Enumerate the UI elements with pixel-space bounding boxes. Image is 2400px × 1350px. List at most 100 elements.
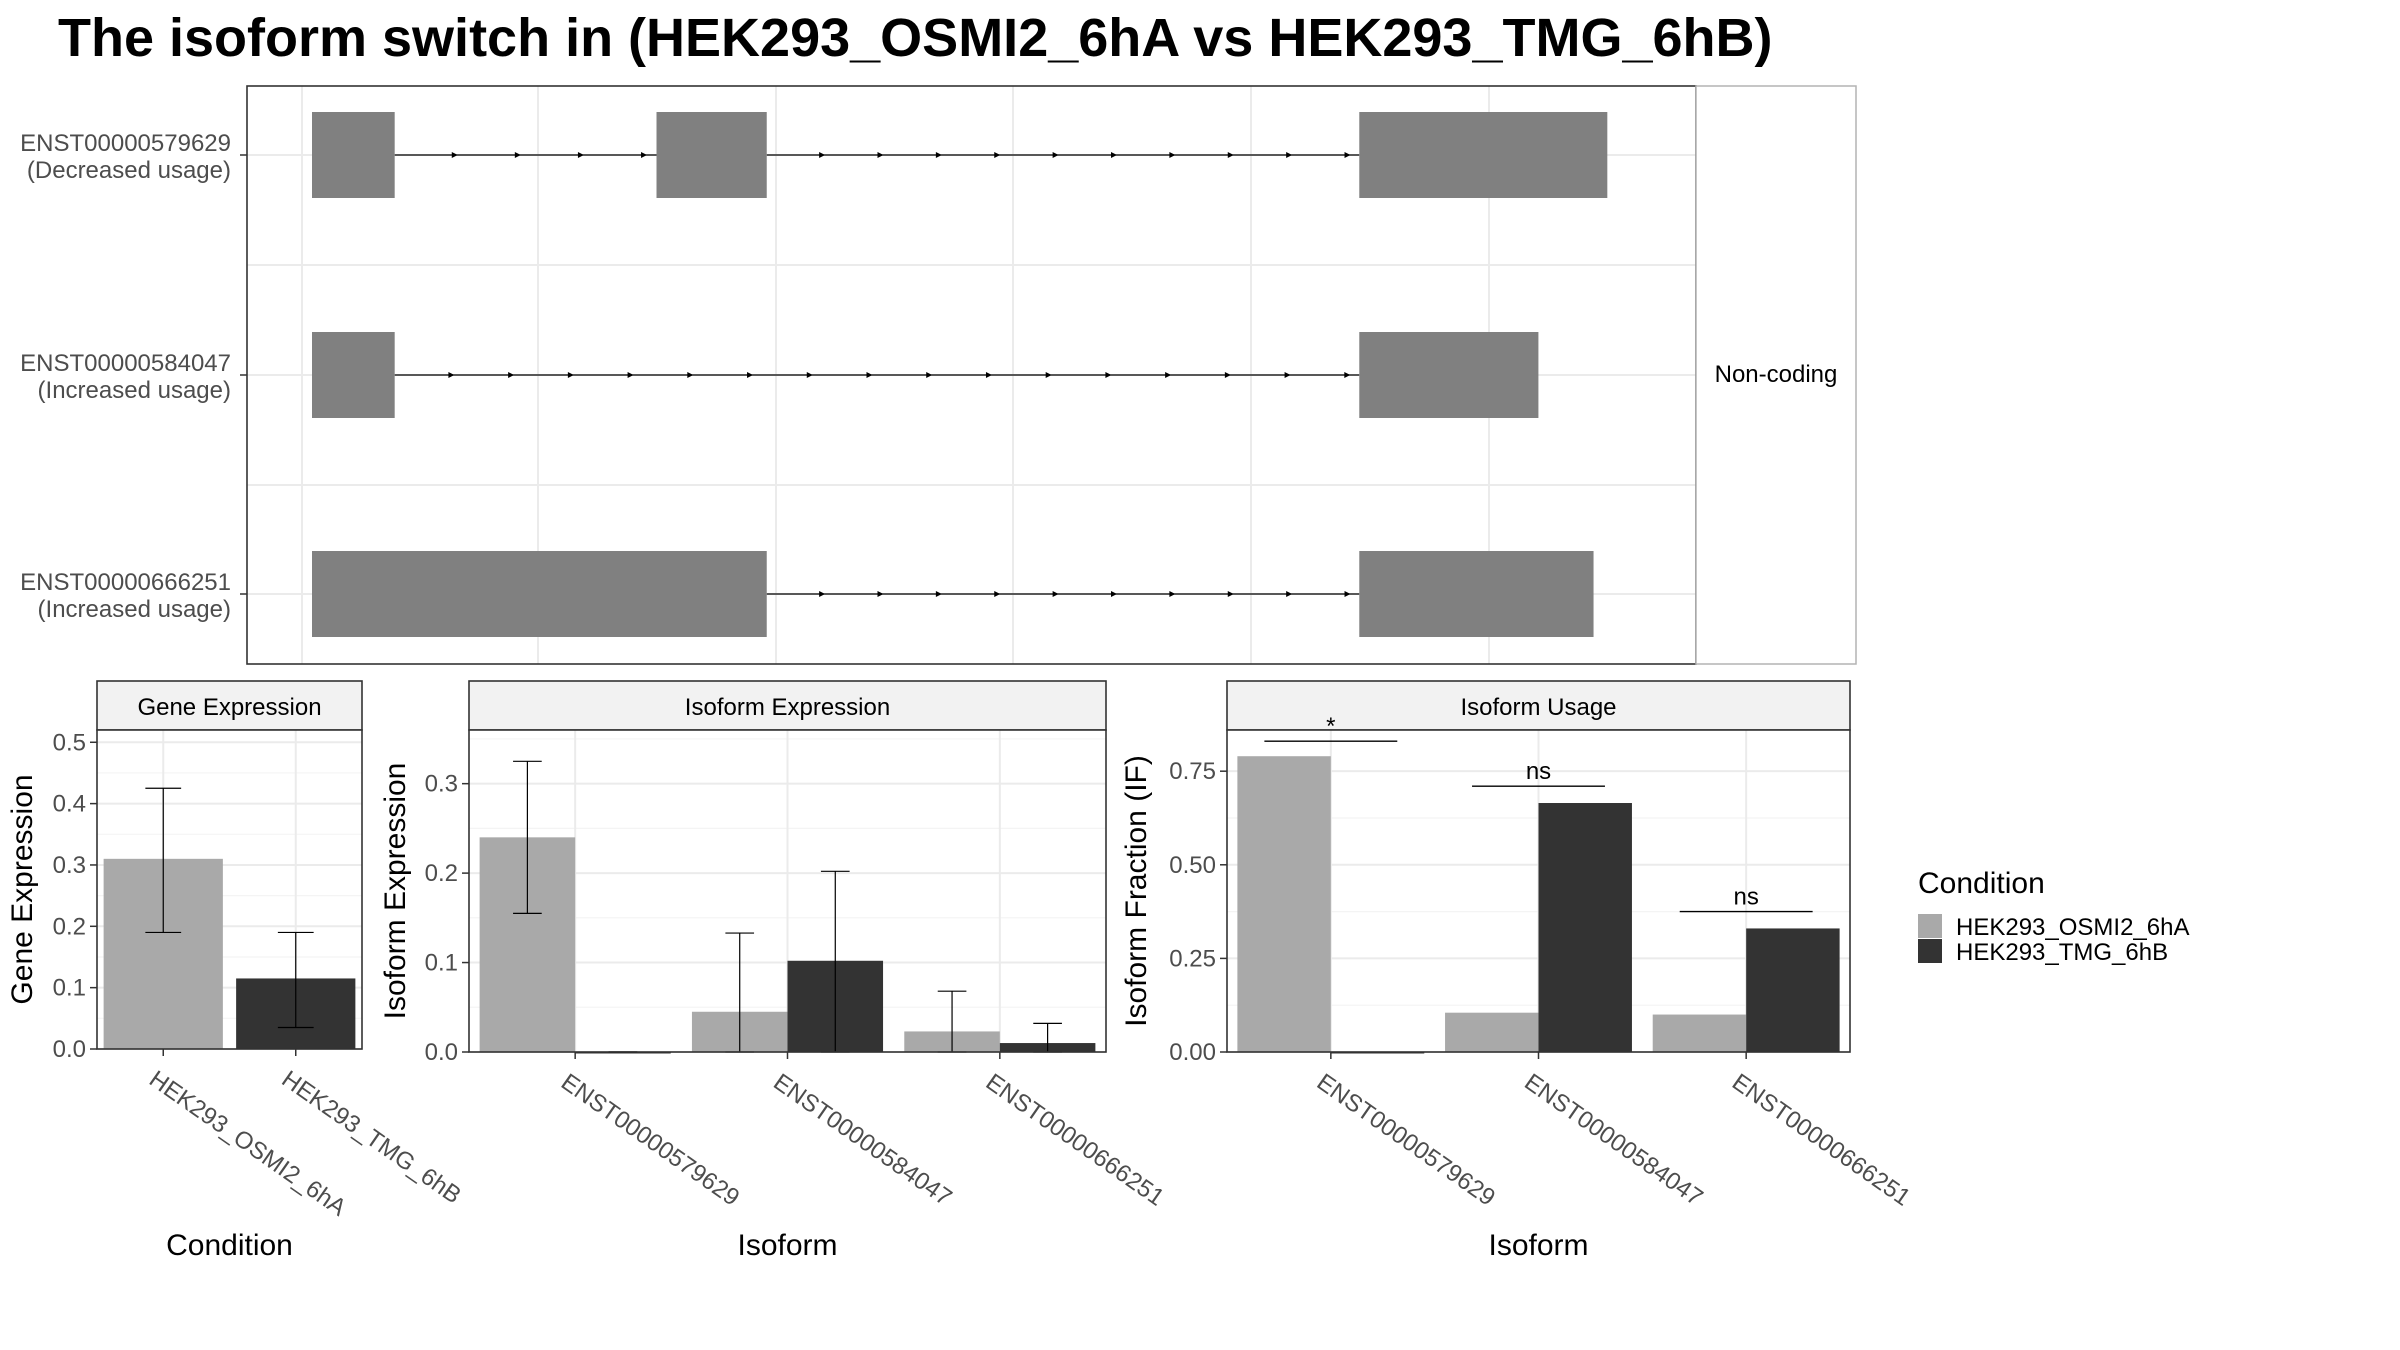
significance-label: ns	[1733, 884, 1758, 911]
intron-direction-arrow	[451, 152, 458, 158]
intron-direction-arrow	[567, 372, 574, 378]
intron-direction-arrow	[1052, 591, 1059, 597]
facet-label-non-coding: Non-coding	[1715, 361, 1838, 388]
transcript-id-label: ENST00000666251	[20, 569, 231, 596]
bar	[1445, 1012, 1539, 1052]
intron-direction-arrow	[1169, 152, 1176, 158]
legend-item-label: HEK293_OSMI2_6hA	[1956, 914, 2189, 941]
exon-block	[312, 332, 395, 418]
intron-direction-arrow	[935, 591, 942, 597]
x-tick-label: ENST00000579629	[1312, 1069, 1500, 1212]
intron-direction-arrow	[627, 372, 634, 378]
intron-direction-arrow	[935, 152, 942, 158]
x-tick-label: ENST00000666251	[1727, 1069, 1915, 1212]
intron-direction-arrow	[1165, 372, 1172, 378]
intron-direction-arrow	[1344, 152, 1351, 158]
y-tick-label: 0.1	[53, 975, 86, 1002]
y-tick-label: 0.3	[53, 852, 86, 879]
exon-block	[1359, 112, 1608, 198]
intron-direction-arrow	[1286, 591, 1293, 597]
intron-direction-arrow	[641, 152, 648, 158]
exon-block	[1359, 551, 1594, 637]
intron-direction-arrow	[448, 372, 455, 378]
y-axis-title: Isoform Fraction (IF)	[1120, 755, 1153, 1027]
bar	[1652, 1014, 1747, 1052]
y-tick-label: 0.3	[425, 771, 458, 798]
intron-direction-arrow	[926, 372, 933, 378]
y-tick-label: 0.0	[425, 1039, 458, 1066]
significance-label: *	[1326, 713, 1335, 740]
intron-direction-arrow	[1169, 591, 1176, 597]
transcript-usage-label: (Decreased usage)	[27, 157, 231, 184]
significance-label: ns	[1526, 758, 1551, 785]
intron-direction-arrow	[1111, 152, 1118, 158]
x-tick-label: ENST00000584047	[768, 1069, 956, 1212]
intron-direction-arrow	[514, 152, 521, 158]
facet-strip-title: Isoform Expression	[685, 694, 890, 721]
bar	[1746, 928, 1840, 1052]
intron-direction-arrow	[1045, 372, 1052, 378]
facet-strip-title: Gene Expression	[137, 694, 321, 721]
intron-direction-arrow	[994, 152, 1001, 158]
x-axis-title: Isoform	[737, 1229, 837, 1262]
y-tick-label: 0.4	[53, 791, 86, 818]
transcript-id-label: ENST00000584047	[20, 350, 231, 377]
intron-direction-arrow	[1227, 152, 1234, 158]
legend-swatch	[1918, 939, 1942, 963]
legend-swatch	[1918, 914, 1942, 938]
intron-direction-arrow	[1111, 591, 1118, 597]
y-axis-title: Gene Expression	[6, 774, 39, 1004]
intron-direction-arrow	[577, 152, 584, 158]
intron-direction-arrow	[819, 591, 826, 597]
x-axis-title: Isoform	[1488, 1229, 1588, 1262]
bar	[1237, 756, 1331, 1052]
facet-strip	[1226, 680, 1851, 731]
intron-direction-arrow	[994, 591, 1001, 597]
y-tick-label: 0.5	[53, 729, 86, 756]
intron-direction-arrow	[1344, 591, 1351, 597]
y-tick-label: 0.50	[1169, 852, 1216, 879]
facet-strip	[468, 680, 1107, 731]
panel-border	[96, 729, 363, 1050]
exon-block	[312, 551, 767, 637]
y-tick-label: 0.0	[53, 1036, 86, 1063]
y-tick-label: 0.25	[1169, 945, 1216, 972]
y-tick-label: 0.2	[53, 913, 86, 940]
intron-direction-arrow	[877, 152, 884, 158]
transcript-usage-label: (Increased usage)	[38, 596, 231, 623]
x-axis-title: Condition	[166, 1229, 293, 1262]
facet-strip-title: Isoform Usage	[1460, 694, 1616, 721]
exon-block	[1359, 332, 1539, 418]
intron-direction-arrow	[508, 372, 515, 378]
transcript-usage-label: (Increased usage)	[38, 377, 231, 404]
figure-title: The isoform switch in (HEK293_OSMI2_6hA …	[58, 8, 1772, 68]
legend-item-label: HEK293_TMG_6hB	[1956, 939, 2168, 966]
legend-title: Condition	[1918, 867, 2045, 900]
intron-direction-arrow	[985, 372, 992, 378]
intron-direction-arrow	[1052, 152, 1059, 158]
intron-direction-arrow	[1105, 372, 1112, 378]
exon-block	[656, 112, 767, 198]
intron-direction-arrow	[1344, 372, 1351, 378]
x-tick-label: ENST00000666251	[981, 1069, 1169, 1212]
y-tick-label: 0.2	[425, 860, 458, 887]
y-tick-label: 0.1	[425, 950, 458, 977]
y-tick-label: 0.75	[1169, 758, 1216, 785]
y-tick-label: 0.00	[1169, 1039, 1216, 1066]
intron-direction-arrow	[1224, 372, 1231, 378]
intron-direction-arrow	[687, 372, 694, 378]
x-tick-label: ENST00000579629	[556, 1069, 744, 1212]
facet-strip	[96, 680, 363, 731]
exon-block	[312, 112, 395, 198]
intron-direction-arrow	[806, 372, 813, 378]
isoform-usage-panel: Isoform Usage * ns ns 0.00 0.25 0.50 0.75 ENST00…	[1120, 680, 1915, 1262]
bar	[1538, 803, 1632, 1052]
intron-direction-arrow	[1284, 372, 1291, 378]
intron-direction-arrow	[877, 591, 884, 597]
transcript-id-label: ENST00000579629	[20, 130, 231, 157]
isoform-expression-panel: Isoform Expression 0.0 0.1 0.2 0.3 ENST000005…	[379, 680, 1169, 1262]
intron-direction-arrow	[1227, 591, 1234, 597]
transcript-structure-panel: Non-coding ENST00000579629(Decreased usag…	[20, 85, 1857, 665]
y-axis-title: Isoform Expression	[379, 763, 412, 1020]
